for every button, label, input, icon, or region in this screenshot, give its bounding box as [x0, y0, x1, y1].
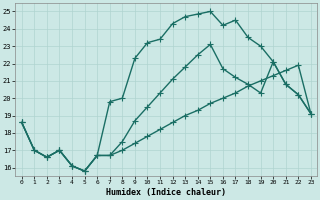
X-axis label: Humidex (Indice chaleur): Humidex (Indice chaleur) [106, 188, 226, 197]
